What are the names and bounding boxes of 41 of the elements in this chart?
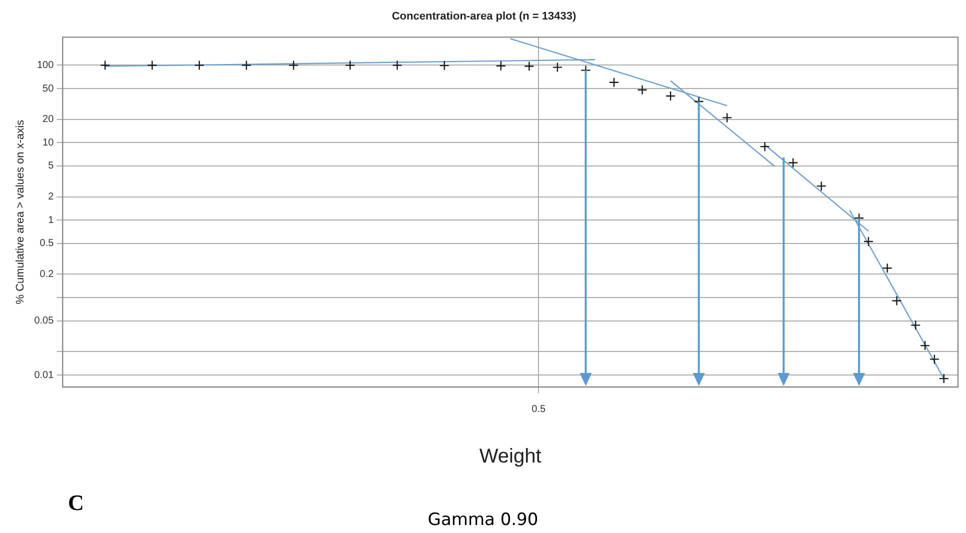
y-tick-label: 50 xyxy=(42,83,54,94)
point xyxy=(608,77,620,88)
point xyxy=(100,60,110,70)
point xyxy=(552,62,563,72)
point xyxy=(892,296,902,306)
y-tick-label: 10 xyxy=(42,137,54,148)
point xyxy=(524,61,534,72)
point xyxy=(496,60,506,71)
point xyxy=(392,60,402,70)
point xyxy=(788,158,798,168)
point xyxy=(241,60,252,70)
y-tick-label: 5 xyxy=(48,160,54,172)
point xyxy=(722,112,732,123)
point xyxy=(816,180,826,192)
point xyxy=(929,354,940,364)
point xyxy=(288,60,299,70)
y-tick-label: 100 xyxy=(36,60,54,71)
point xyxy=(920,340,930,351)
point xyxy=(760,141,770,152)
x-axis-title: Weight xyxy=(479,446,542,468)
point xyxy=(439,60,450,71)
y-axis-title: % Cumulative area > values on x-axis xyxy=(14,119,27,304)
y-tick-label: 0.5 xyxy=(40,238,54,250)
point xyxy=(147,60,158,70)
y-tick-label: 0.01 xyxy=(34,370,54,381)
point xyxy=(910,320,921,330)
y-tick-label: 2 xyxy=(48,192,54,203)
chart-title: Concentration-area plot (n = 13433) xyxy=(392,10,576,23)
point xyxy=(637,84,648,95)
text: Gamma 0.90 xyxy=(428,510,538,530)
point xyxy=(938,373,949,384)
point xyxy=(194,60,204,70)
point xyxy=(863,236,874,247)
point xyxy=(665,90,676,102)
y-tick-label: 1 xyxy=(48,214,54,226)
y-tick-label: 20 xyxy=(42,114,54,126)
y-tick-label: 0.2 xyxy=(40,268,54,280)
point xyxy=(345,60,356,70)
text: C xyxy=(68,490,84,516)
y-tick-label: 0.05 xyxy=(34,316,54,327)
point xyxy=(882,263,892,274)
